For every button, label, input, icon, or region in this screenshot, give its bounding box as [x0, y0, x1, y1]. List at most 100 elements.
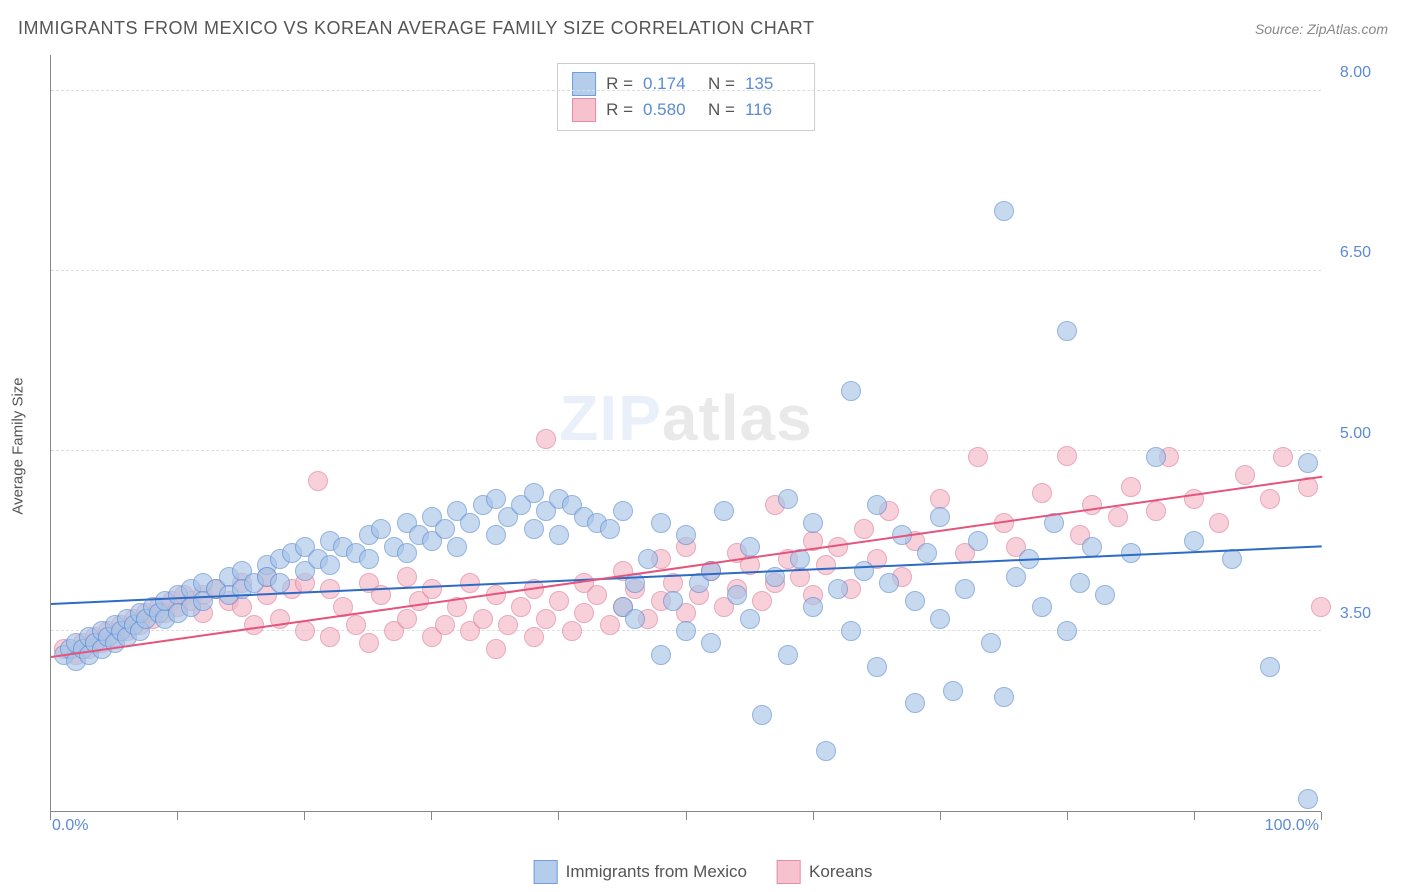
- series1-point: [816, 741, 836, 761]
- series1-point: [549, 525, 569, 545]
- series2-point: [752, 591, 772, 611]
- swatch-series2: [572, 98, 596, 122]
- series1-point: [270, 573, 290, 593]
- series2-point: [498, 615, 518, 635]
- series1-point: [1260, 657, 1280, 677]
- series2-point: [600, 615, 620, 635]
- series2-point: [549, 591, 569, 611]
- x-tick: [431, 812, 432, 820]
- series2-point: [587, 585, 607, 605]
- y-tick-label: 8.00: [1340, 64, 1371, 82]
- series2-point: [422, 579, 442, 599]
- series1-point: [371, 519, 391, 539]
- series1-point: [803, 513, 823, 533]
- series1-point: [930, 609, 950, 629]
- series1-point: [867, 495, 887, 515]
- series2-point: [1273, 447, 1293, 467]
- series1-point: [905, 591, 925, 611]
- series1-point: [930, 507, 950, 527]
- series1-point: [841, 621, 861, 641]
- chart-container: ZIPatlas R = 0.174 N = 135 R = 0.580 N =…: [50, 55, 1381, 837]
- series2-point: [295, 621, 315, 641]
- legend-swatch-series2: [777, 860, 801, 884]
- series2-point: [346, 615, 366, 635]
- series1-point: [638, 549, 658, 569]
- series2-point: [1057, 446, 1077, 466]
- legend-label-series2: Koreans: [809, 862, 872, 882]
- series1-point: [1082, 537, 1102, 557]
- series2-point: [536, 429, 556, 449]
- series1-point: [905, 693, 925, 713]
- series1-point: [1057, 321, 1077, 341]
- series1-point: [1298, 789, 1318, 809]
- series1-point: [1222, 549, 1242, 569]
- series2-point: [1209, 513, 1229, 533]
- series1-point: [1184, 531, 1204, 551]
- x-tick-label-min: 0.0%: [52, 817, 88, 835]
- x-tick: [1321, 812, 1322, 820]
- series1-point: [1298, 453, 1318, 473]
- legend-swatch-series1: [534, 860, 558, 884]
- chart-title: IMMIGRANTS FROM MEXICO VS KOREAN AVERAGE…: [18, 18, 814, 39]
- series2-point: [359, 633, 379, 653]
- series1-point: [701, 633, 721, 653]
- series2-point: [244, 615, 264, 635]
- series1-point: [955, 579, 975, 599]
- series2-point: [524, 627, 544, 647]
- y-axis-label: Average Family Size: [10, 377, 27, 514]
- y-tick-label: 6.50: [1340, 244, 1371, 262]
- series1-point: [524, 483, 544, 503]
- series2-point: [854, 519, 874, 539]
- x-tick-label-max: 100.0%: [1265, 817, 1319, 835]
- gridline: [51, 450, 1321, 451]
- x-tick: [177, 812, 178, 820]
- series1-point: [778, 645, 798, 665]
- series1-point: [524, 519, 544, 539]
- series1-point: [778, 489, 798, 509]
- source-attribution: Source: ZipAtlas.com: [1255, 21, 1388, 37]
- series2-point: [320, 627, 340, 647]
- series2-point: [1311, 597, 1331, 617]
- series1-point: [1032, 597, 1052, 617]
- x-tick: [813, 812, 814, 820]
- series1-point: [359, 549, 379, 569]
- series1-point: [1095, 585, 1115, 605]
- series2-point: [1235, 465, 1255, 485]
- series1-point: [1006, 567, 1026, 587]
- series2-point: [930, 489, 950, 509]
- stats-legend-box: R = 0.174 N = 135 R = 0.580 N = 116: [557, 63, 815, 131]
- series1-point: [981, 633, 1001, 653]
- series2-point: [1032, 483, 1052, 503]
- series1-point: [435, 519, 455, 539]
- x-tick: [1194, 812, 1195, 820]
- series1-point: [1057, 621, 1077, 641]
- series1-point: [727, 585, 747, 605]
- plot-area: ZIPatlas R = 0.174 N = 135 R = 0.580 N =…: [50, 55, 1321, 812]
- series2-point: [574, 603, 594, 623]
- series1-point: [879, 573, 899, 593]
- series2-point: [1146, 501, 1166, 521]
- series2-point: [1260, 489, 1280, 509]
- series2-point: [1121, 477, 1141, 497]
- series2-point: [1082, 495, 1102, 515]
- series1-point: [676, 525, 696, 545]
- series1-point: [625, 609, 645, 629]
- legend-item-series1: Immigrants from Mexico: [534, 860, 747, 884]
- series1-point: [613, 501, 633, 521]
- series1-point: [651, 645, 671, 665]
- series1-point: [486, 489, 506, 509]
- series1-point: [917, 543, 937, 563]
- series1-point: [1146, 447, 1166, 467]
- series1-point: [676, 621, 696, 641]
- series1-point: [943, 681, 963, 701]
- series2-point: [486, 639, 506, 659]
- series1-point: [397, 543, 417, 563]
- series1-point: [320, 555, 340, 575]
- legend-item-series2: Koreans: [777, 860, 872, 884]
- series2-point: [397, 609, 417, 629]
- stats-row-series2: R = 0.580 N = 116: [572, 98, 800, 122]
- x-tick: [686, 812, 687, 820]
- series1-point: [994, 201, 1014, 221]
- series2-point: [473, 609, 493, 629]
- x-tick: [1067, 812, 1068, 820]
